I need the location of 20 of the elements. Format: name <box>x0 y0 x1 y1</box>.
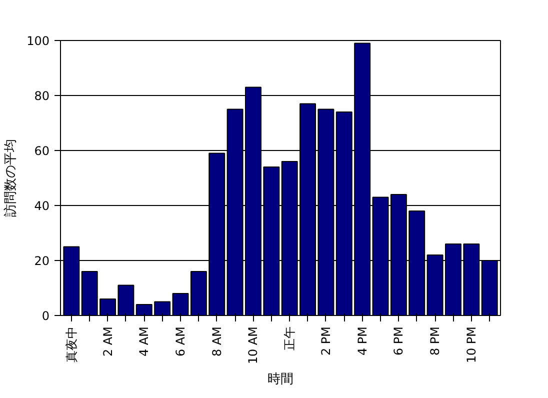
x-axis-title: 時間 <box>268 372 294 388</box>
x-tick-label: 8 AM <box>210 326 224 357</box>
x-tick-label: 8 PM <box>428 326 442 356</box>
x-tick-label: 2 AM <box>100 326 115 357</box>
x-tick-label: 4 PM <box>355 326 370 356</box>
x-tick-label: 4 AM <box>137 326 152 357</box>
y-tick-label: 0 <box>42 309 50 323</box>
y-tick-label: 60 <box>34 144 50 158</box>
y-tick-label: 40 <box>34 199 50 213</box>
x-tick-label: 真夜中 <box>64 326 78 362</box>
x-tick-label: 10 AM <box>246 326 260 364</box>
y-tick-label: 80 <box>34 89 50 103</box>
x-tick-label: 10 PM <box>464 326 478 364</box>
y-axis-title: 訪問数の平均 <box>4 139 19 217</box>
x-tick-label: 6 PM <box>392 326 406 356</box>
x-tick-label: 6 AM <box>174 326 188 357</box>
y-tick-label: 20 <box>34 254 50 268</box>
x-tick-label: 2 PM <box>318 326 333 356</box>
x-tick-label: 正午 <box>282 326 297 350</box>
y-tick-label: 100 <box>26 34 50 48</box>
